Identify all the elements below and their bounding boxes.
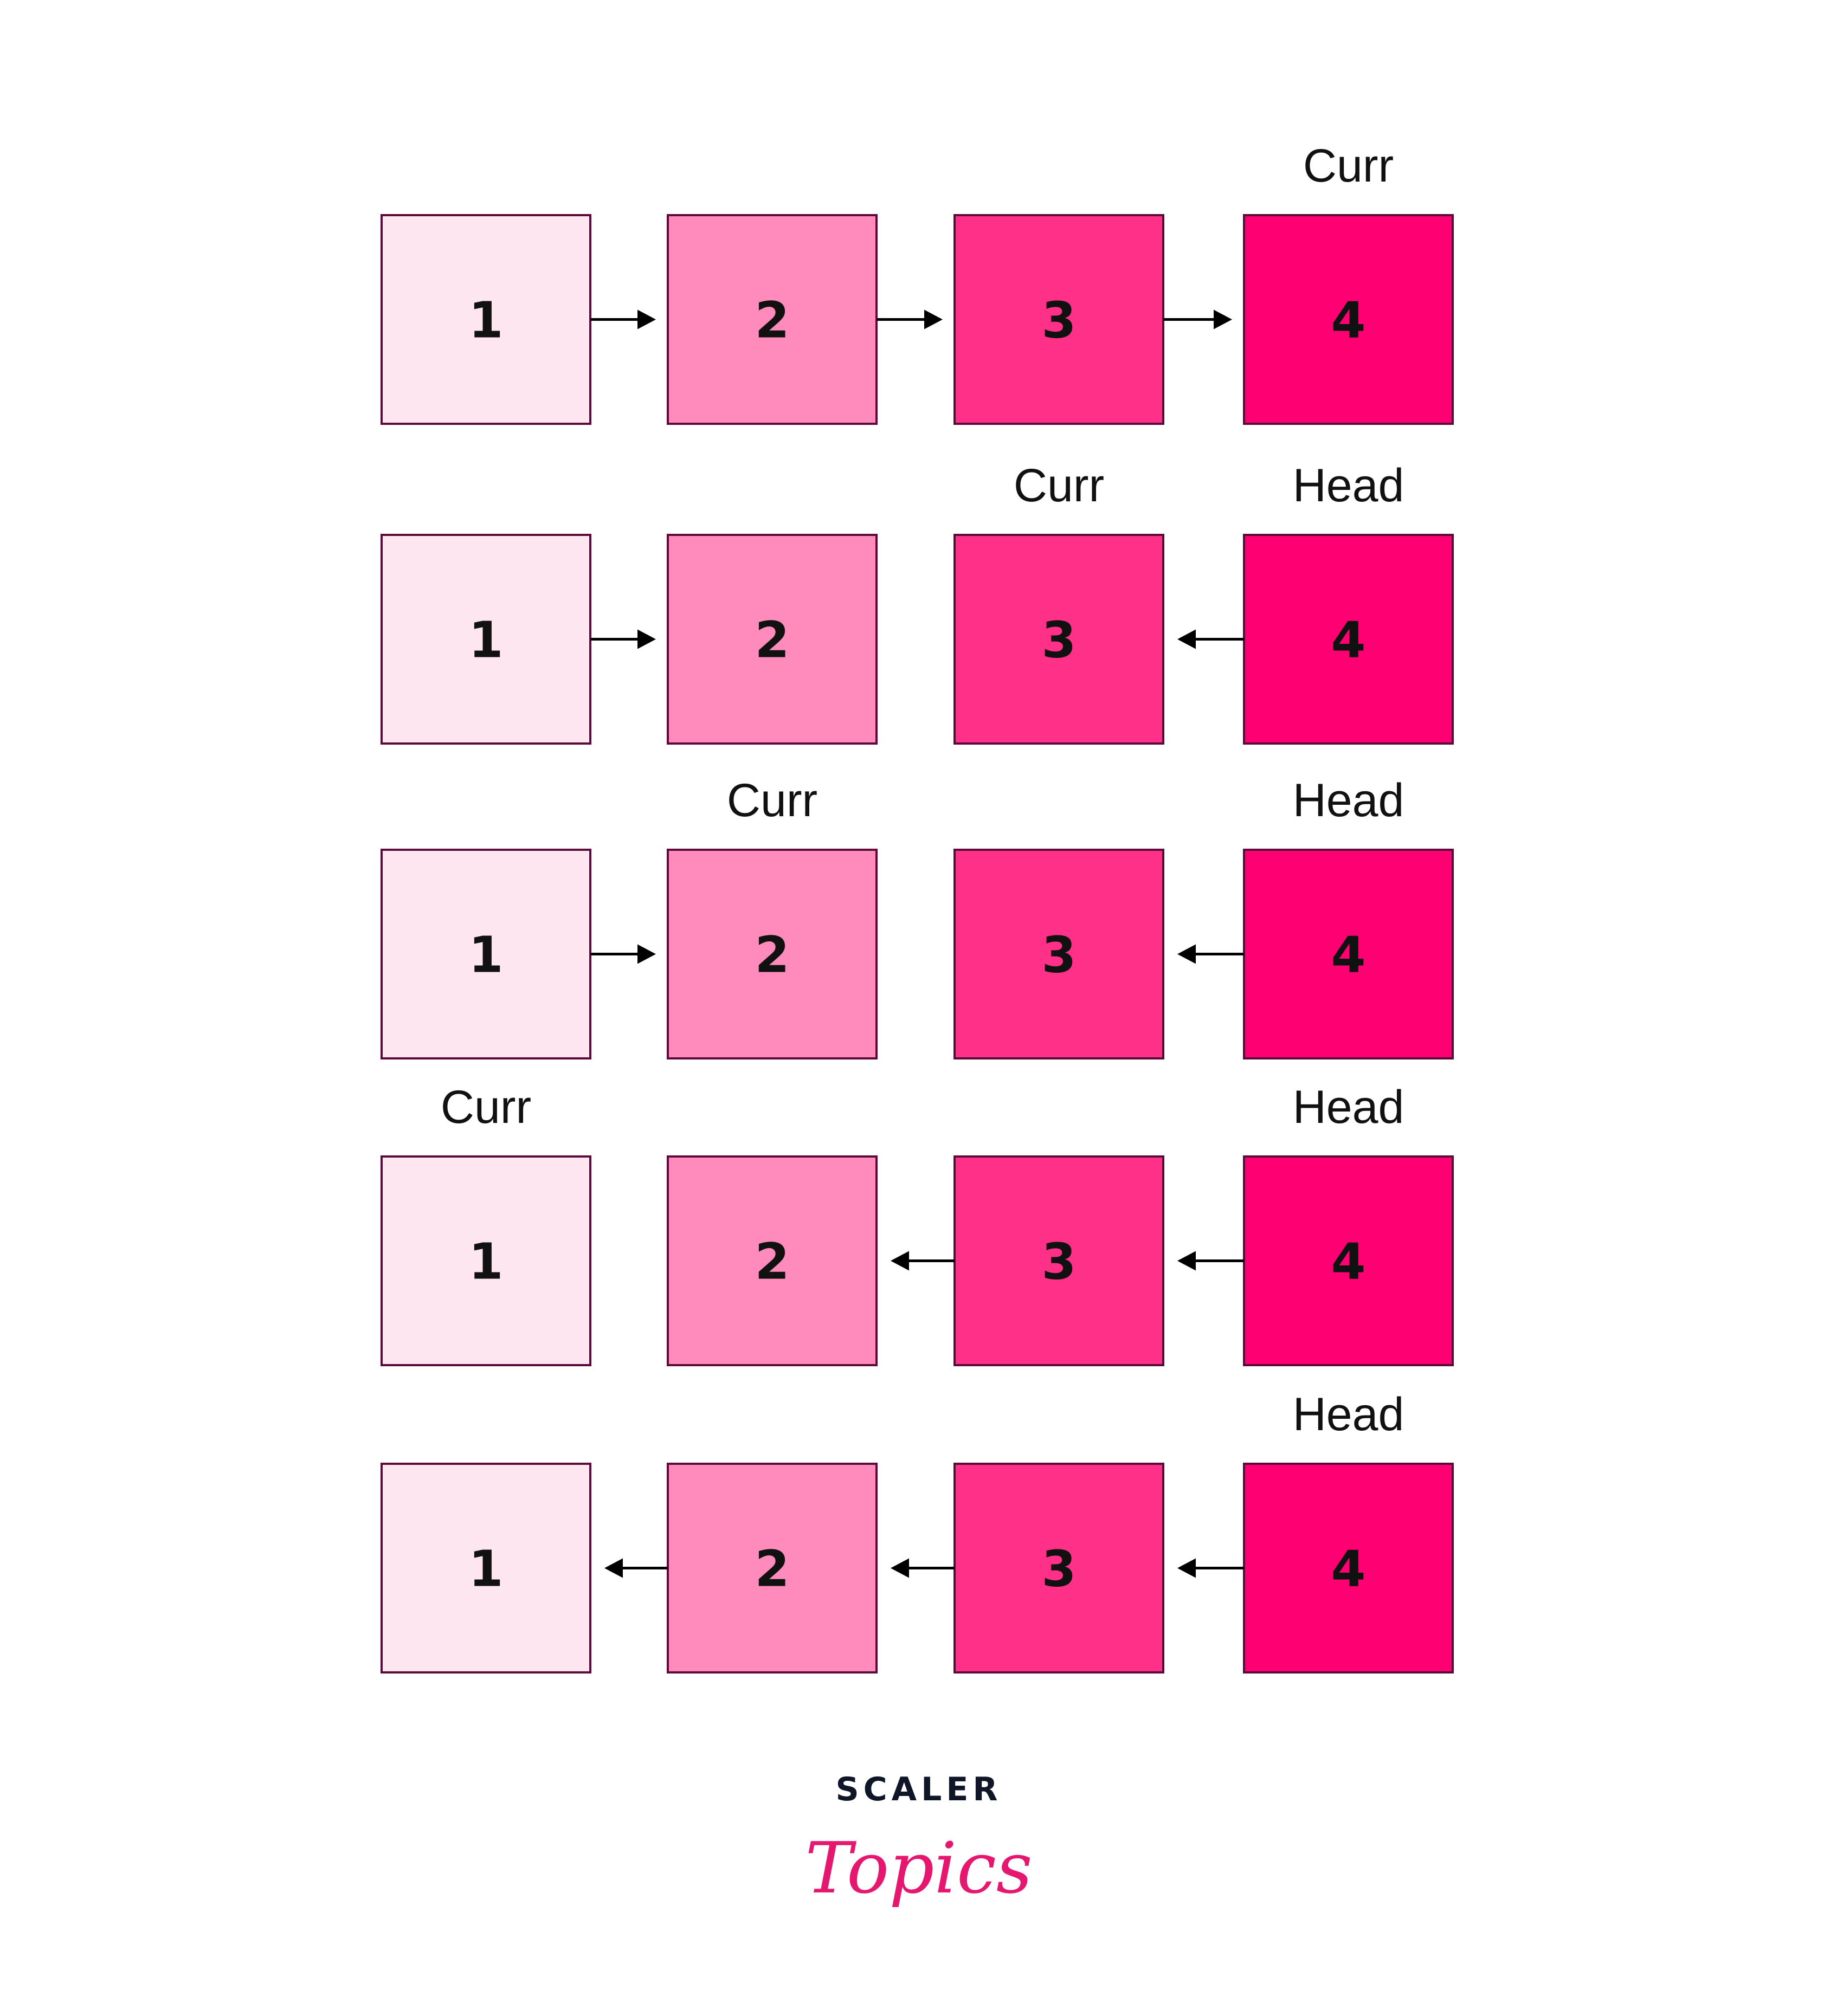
row-4: 1 Curr 2 3 4 Head xyxy=(381,1081,1454,1366)
row-5: 1 2 3 4 Head xyxy=(381,1388,1454,1673)
logo-scaler-text: SCALER xyxy=(835,1771,1002,1808)
pointer-label-head: Head xyxy=(1293,1081,1404,1133)
node-value: 3 xyxy=(1041,1540,1076,1598)
row-1: 1 2 3 4 Curr xyxy=(381,140,1454,425)
arrow-right-icon xyxy=(1163,309,1232,329)
node-box xyxy=(1243,1463,1454,1673)
node-1: 1 xyxy=(381,849,591,1059)
node-value: 1 xyxy=(468,292,503,350)
node-2: 2 xyxy=(667,534,878,745)
node-2: 2 xyxy=(667,1155,878,1366)
node-value: 2 xyxy=(755,292,789,350)
node-4: 4 xyxy=(1243,849,1454,1059)
node-value: 1 xyxy=(468,611,503,669)
node-value: 3 xyxy=(1041,1233,1076,1291)
row-2: 1 2 3 Curr 4 Head xyxy=(381,460,1454,745)
node-1: 1 xyxy=(381,214,591,425)
node-4: 4 xyxy=(1243,534,1454,745)
arrow-left-icon xyxy=(891,1251,955,1271)
node-1: 1 xyxy=(381,1155,591,1366)
node-box xyxy=(381,1463,591,1673)
pointer-label-curr: Curr xyxy=(441,1081,531,1133)
node-1: 1 xyxy=(381,534,591,745)
arrow-right-icon xyxy=(590,309,656,329)
node-3: 3 xyxy=(953,534,1164,745)
node-2: 2 xyxy=(667,214,878,425)
node-box xyxy=(953,1463,1164,1673)
node-value: 4 xyxy=(1331,926,1365,984)
node-value: 4 xyxy=(1331,1540,1365,1598)
node-2: 2 xyxy=(667,1463,878,1673)
node-4: 4 xyxy=(1243,1155,1454,1366)
node-value: 3 xyxy=(1041,292,1076,350)
node-value: 2 xyxy=(755,611,789,669)
pointer-label-head: Head xyxy=(1293,1388,1404,1440)
arrow-left-icon xyxy=(1177,1558,1244,1578)
node-2: 2 xyxy=(667,849,878,1059)
node-value: 1 xyxy=(468,1540,503,1598)
node-box xyxy=(667,1463,878,1673)
pointer-label-curr: Curr xyxy=(1303,140,1394,192)
arrow-left-icon xyxy=(1177,944,1244,964)
rows: 1 2 3 4 Curr 1 2 3 Curr 4 Head 1 2 Curr 3 4 Head 1 Curr 2 3 4… xyxy=(381,140,1454,1673)
node-value: 4 xyxy=(1331,292,1365,350)
arrow-right-icon xyxy=(590,944,656,964)
node-box xyxy=(381,1155,591,1366)
node-value: 2 xyxy=(755,926,789,984)
node-box xyxy=(1243,1155,1454,1366)
node-value: 4 xyxy=(1331,611,1365,669)
node-value: 1 xyxy=(468,1233,503,1291)
pointer-label-head: Head xyxy=(1293,774,1404,826)
arrow-left-icon xyxy=(891,1558,955,1578)
node-value: 4 xyxy=(1331,1233,1365,1291)
arrow-left-icon xyxy=(604,1558,668,1578)
node-value: 2 xyxy=(755,1540,789,1598)
scaler-topics-logo: SCALER Topics xyxy=(805,1771,1032,1909)
pointer-label-curr: Curr xyxy=(727,774,817,826)
node-box xyxy=(667,534,878,745)
node-box xyxy=(381,214,591,425)
node-box xyxy=(667,849,878,1059)
pointer-label-curr: Curr xyxy=(1014,460,1104,512)
node-box xyxy=(953,849,1164,1059)
logo-topics-text: Topics xyxy=(805,1827,1032,1909)
node-box xyxy=(1243,214,1454,425)
node-3: 3 xyxy=(953,849,1164,1059)
node-value: 3 xyxy=(1041,611,1076,669)
node-4: 4 xyxy=(1243,214,1454,425)
arrow-right-icon xyxy=(877,309,943,329)
node-1: 1 xyxy=(381,1463,591,1673)
node-box xyxy=(381,849,591,1059)
node-3: 3 xyxy=(953,214,1164,425)
arrow-left-icon xyxy=(1177,1251,1244,1271)
node-box xyxy=(381,534,591,745)
row-3: 1 2 Curr 3 4 Head xyxy=(381,774,1454,1059)
node-value: 3 xyxy=(1041,926,1076,984)
node-value: 1 xyxy=(468,926,503,984)
node-box xyxy=(953,1155,1164,1366)
arrow-right-icon xyxy=(590,629,656,649)
node-4: 4 xyxy=(1243,1463,1454,1673)
node-box xyxy=(953,534,1164,745)
node-3: 3 xyxy=(953,1463,1164,1673)
node-box xyxy=(953,214,1164,425)
pointer-label-head: Head xyxy=(1293,460,1404,512)
node-box xyxy=(1243,849,1454,1059)
node-value: 2 xyxy=(755,1233,789,1291)
node-box xyxy=(667,214,878,425)
arrow-left-icon xyxy=(1177,629,1244,649)
node-box xyxy=(667,1155,878,1366)
node-3: 3 xyxy=(953,1155,1164,1366)
